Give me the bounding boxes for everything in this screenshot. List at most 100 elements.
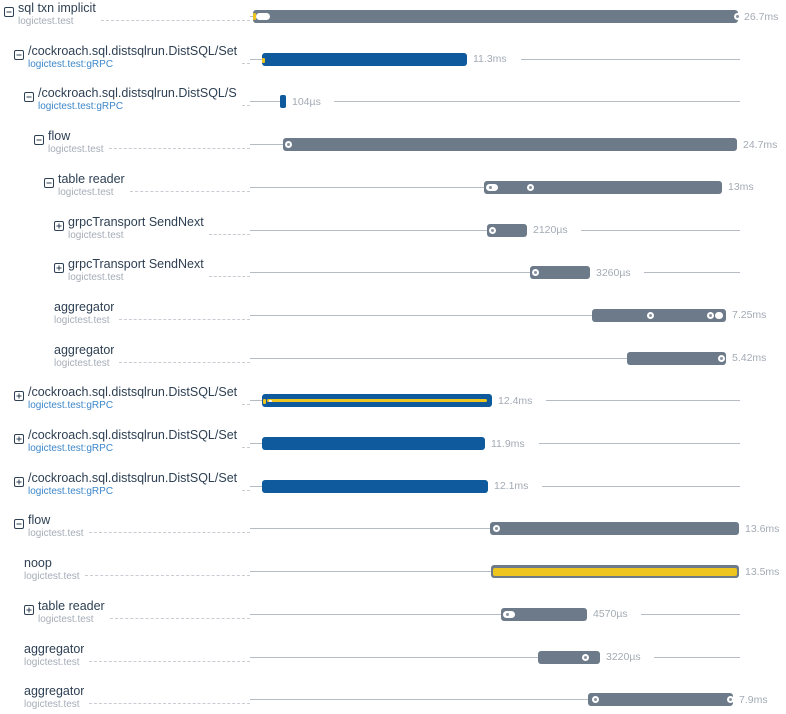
- span-name: grpcTransport SendNext: [68, 258, 204, 272]
- span-bar[interactable]: [487, 223, 527, 237]
- span-name: aggregator: [24, 642, 85, 656]
- connector-line: [250, 400, 262, 402]
- span-bar[interactable]: [538, 650, 600, 664]
- span-bar[interactable]: [283, 138, 737, 152]
- event-dot-icon: [527, 183, 534, 191]
- span-track: 13.6ms: [250, 514, 786, 544]
- span-bar[interactable]: [262, 52, 467, 66]
- span-subtitle: logictest.test: [18, 16, 74, 27]
- span-name: grpcTransport SendNext: [68, 215, 204, 229]
- span-label: /cockroach.sql.distsqlrun.DistSQL/Set log…: [0, 429, 250, 459]
- connector-line: [250, 656, 538, 658]
- span-subtitle: logictest.test: [28, 528, 84, 540]
- span-bar[interactable]: [280, 95, 286, 109]
- expand-icon[interactable]: [14, 474, 24, 487]
- span-texts: aggregator logictest.test: [24, 685, 84, 711]
- event-dot-icon: [734, 13, 741, 20]
- span-label: grpcTransport SendNext logictest.test: [0, 258, 250, 288]
- connector-line: [250, 443, 262, 444]
- leader-dashes: [119, 361, 250, 363]
- span-bar[interactable]: [592, 308, 726, 322]
- connector-line: [250, 144, 283, 146]
- span-bar[interactable]: [501, 607, 587, 621]
- trace-row: aggregator logictest.test 7.25ms: [0, 301, 786, 343]
- event-dot-icon: [532, 269, 539, 277]
- span-label: /cockroach.sql.distsqlrun.DistSQL/S logic…: [0, 87, 250, 117]
- span-label: noop logictest.test: [0, 557, 250, 587]
- span-label: aggregator logictest.test: [0, 685, 250, 714]
- leader-dashes: [208, 233, 250, 235]
- span-subtitle: logictest.test: [24, 656, 80, 668]
- span-name: aggregator: [24, 685, 85, 699]
- trace-row: flow logictest.test 24.7ms: [0, 130, 786, 172]
- expand-icon[interactable]: [54, 260, 64, 274]
- span-name: /cockroach.sql.distsqlrun.DistSQL/Set: [28, 386, 238, 400]
- span-bar[interactable]: [490, 522, 739, 536]
- child-span-pill: [256, 13, 270, 20]
- connector-line: [250, 229, 487, 231]
- expand-icon[interactable]: [24, 602, 34, 615]
- collapse-icon[interactable]: [44, 175, 54, 188]
- span-subtitle: logictest.test:gRPC: [28, 485, 114, 497]
- span-bar[interactable]: [262, 394, 492, 408]
- connector-line: [250, 528, 490, 530]
- trace-row: /cockroach.sql.distsqlrun.DistSQL/Set log…: [0, 429, 786, 471]
- trailing-line: [545, 400, 740, 402]
- collapse-icon[interactable]: [4, 4, 14, 17]
- span-bar[interactable]: [530, 266, 590, 280]
- collapse-icon[interactable]: [14, 516, 24, 530]
- duration-label: 13.5ms: [745, 565, 780, 578]
- event-dot-icon: [727, 696, 734, 704]
- expand-icon[interactable]: [14, 388, 24, 402]
- trace-row: table reader logictest.test 4570µs: [0, 600, 786, 642]
- span-name: aggregator: [54, 343, 115, 357]
- trace-row: aggregator logictest.test 3220µs: [0, 643, 786, 685]
- span-subtitle: logictest.test: [68, 272, 124, 284]
- span-track: 4570µs: [250, 600, 786, 630]
- span-bar[interactable]: [491, 565, 739, 579]
- span-texts: grpcTransport SendNext logictest.test: [68, 216, 204, 242]
- span-bar[interactable]: [627, 351, 726, 365]
- span-texts: /cockroach.sql.distsqlrun.DistSQL/Set log…: [28, 472, 237, 498]
- span-label: /cockroach.sql.distsqlrun.DistSQL/Set log…: [0, 45, 250, 75]
- leader-dashes: [242, 489, 250, 491]
- expand-icon[interactable]: [14, 431, 24, 444]
- span-name: sql txn implicit: [18, 2, 96, 15]
- event-dot-icon: [718, 354, 725, 362]
- trace-row: /cockroach.sql.distsqlrun.DistSQL/S logic…: [0, 87, 786, 129]
- leader-dashes: [119, 318, 250, 320]
- duration-label: 11.9ms: [491, 437, 525, 450]
- connector-line: [250, 613, 501, 615]
- span-subtitle: logictest.test:gRPC: [28, 443, 114, 454]
- trace-row: table reader logictest.test 13ms: [0, 173, 786, 215]
- collapse-icon[interactable]: [34, 132, 44, 146]
- span-texts: flow logictest.test: [48, 130, 104, 156]
- span-track: 11.9ms: [250, 429, 786, 459]
- collapse-icon[interactable]: [14, 47, 24, 60]
- duration-label: 24.7ms: [743, 138, 778, 151]
- span-texts: table reader logictest.test: [58, 173, 125, 199]
- span-label: sql txn implicit logictest.test: [0, 2, 250, 32]
- span-track: 7.25ms: [250, 301, 786, 331]
- collapse-icon[interactable]: [24, 89, 34, 103]
- span-track: 104µs: [250, 87, 786, 117]
- span-track: 3220µs: [250, 643, 786, 673]
- leader-dashes: [242, 62, 250, 64]
- span-label: flow logictest.test: [0, 514, 250, 544]
- span-bar[interactable]: [484, 180, 722, 194]
- span-track: 3260µs: [250, 258, 786, 288]
- span-bar[interactable]: [262, 437, 485, 450]
- span-bar[interactable]: [253, 10, 738, 23]
- span-track: 13.5ms: [250, 557, 786, 587]
- event-dot-icon: [592, 696, 599, 704]
- event-tick-icon: [253, 13, 256, 20]
- leader-dashes: [89, 703, 250, 705]
- event-dot-icon: [707, 311, 714, 319]
- duration-label: 7.9ms: [739, 693, 768, 706]
- trace-row: grpcTransport SendNext logictest.test 2120…: [0, 216, 786, 258]
- span-label: flow logictest.test: [0, 130, 250, 160]
- span-bar[interactable]: [262, 479, 488, 493]
- span-name: /cockroach.sql.distsqlrun.DistSQL/Set: [28, 44, 238, 58]
- span-bar[interactable]: [588, 693, 733, 707]
- expand-icon[interactable]: [54, 218, 64, 231]
